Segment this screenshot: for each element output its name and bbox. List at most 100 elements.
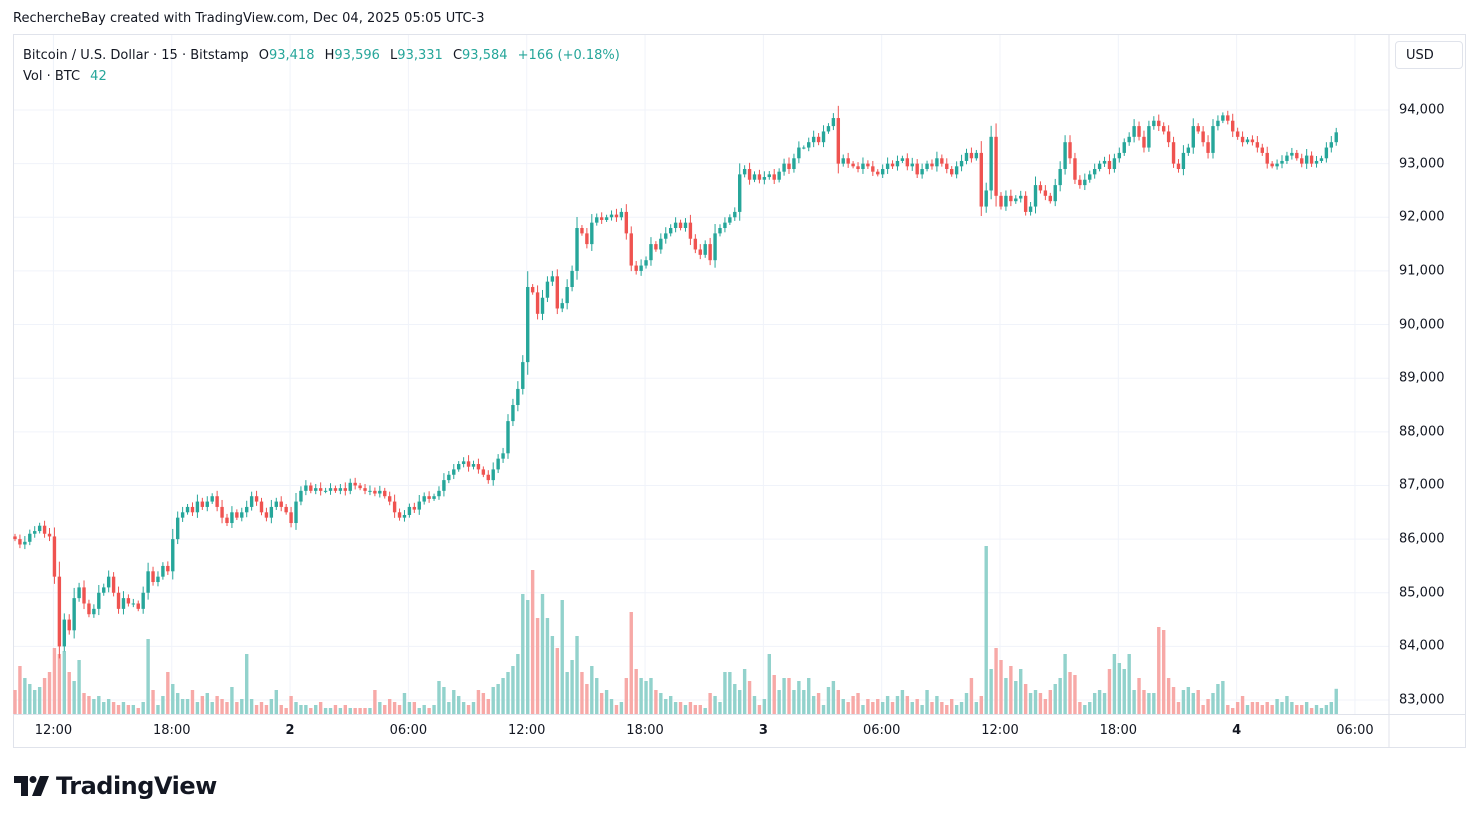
candle-body <box>1043 190 1048 196</box>
volume-bar <box>1235 702 1240 714</box>
volume-bar <box>629 612 633 714</box>
candle-body <box>807 142 811 148</box>
candle-body <box>323 490 328 492</box>
volume-bar <box>348 708 352 714</box>
volume-bar <box>945 705 949 714</box>
candle-body <box>516 388 520 406</box>
price-tick-label: 92,000 <box>1399 209 1445 225</box>
candle-body <box>545 281 550 298</box>
candle-body <box>171 539 175 572</box>
candle-body <box>1048 195 1052 202</box>
candle-body <box>521 362 525 389</box>
candle-body <box>846 158 850 164</box>
candle-body <box>728 217 732 223</box>
candle-body <box>417 501 421 510</box>
volume-bar <box>1028 693 1033 714</box>
volume-bar <box>289 696 293 714</box>
candle-body <box>230 512 234 524</box>
candle-body <box>249 496 254 507</box>
candle-body <box>767 174 771 178</box>
candle-body <box>1078 179 1082 186</box>
volume-bar <box>688 702 693 714</box>
volume-bar <box>146 639 150 714</box>
candle-body <box>920 169 924 175</box>
candle-body <box>1285 155 1289 161</box>
candle-body <box>284 506 288 513</box>
volume-bar <box>570 660 574 714</box>
candle-body <box>378 490 382 494</box>
candle-body <box>935 158 939 167</box>
currency-button[interactable]: USD <box>1395 41 1463 69</box>
volume-bar <box>1314 705 1319 714</box>
volume-bar <box>1107 669 1112 714</box>
volume-bar <box>1280 702 1284 714</box>
volume-bar <box>521 594 525 714</box>
volume-bar <box>1058 678 1062 714</box>
volume-bar <box>718 702 722 714</box>
candle-body <box>580 228 584 234</box>
volume-bar <box>1132 690 1136 714</box>
candle-body <box>383 490 387 497</box>
volume-bar <box>585 684 589 714</box>
volume-bar <box>1166 678 1171 714</box>
volume-bar <box>309 708 313 714</box>
volume-bar <box>397 705 402 714</box>
candle-body <box>1201 131 1205 143</box>
candle-body <box>1073 158 1077 180</box>
candle-body <box>506 421 510 454</box>
candle-body <box>106 576 111 588</box>
candle-body <box>136 603 140 609</box>
volume-bar <box>1196 690 1200 714</box>
price-tick-label: 91,000 <box>1399 263 1445 279</box>
volume-bar <box>511 666 515 714</box>
candle-body <box>259 501 264 513</box>
volume-bar <box>747 681 752 714</box>
price-tick-label: 86,000 <box>1399 531 1445 547</box>
candle-body <box>1083 179 1087 186</box>
volume-label[interactable]: Vol · BTC <box>23 69 81 84</box>
candle-body <box>432 496 436 499</box>
time-tick-label: 12:00 <box>507 723 546 738</box>
candle-body <box>624 211 629 234</box>
volume-bar <box>1300 705 1304 714</box>
volume-bar <box>72 681 76 714</box>
volume-bar <box>47 672 52 714</box>
volume-bar <box>787 678 791 714</box>
candle-body <box>1157 120 1161 127</box>
volume-bar <box>1221 681 1225 714</box>
candle-body <box>1196 126 1200 132</box>
candle-body <box>1176 163 1181 170</box>
candle-body <box>599 217 604 220</box>
volume-bar <box>67 672 71 714</box>
volume-bar <box>402 693 407 714</box>
candle-body <box>190 506 195 513</box>
candle-body <box>87 603 91 615</box>
volume-bar <box>1285 696 1289 714</box>
volume-bar <box>175 693 180 714</box>
volume-bar <box>264 705 269 714</box>
candle-body <box>235 512 239 518</box>
candle-body <box>151 571 155 583</box>
low-value: 93,331 <box>397 48 443 63</box>
volume-bar <box>1122 669 1126 714</box>
volume-bar <box>1004 678 1008 714</box>
candle-body <box>940 158 944 164</box>
tradingview-logo[interactable]: TradingView <box>14 772 217 800</box>
candle-body <box>274 501 278 507</box>
price-tick-label: 94,000 <box>1399 102 1445 118</box>
candle-body <box>757 174 762 180</box>
volume-bar <box>373 690 377 714</box>
volume-bar <box>432 705 436 714</box>
volume-bar <box>969 678 974 714</box>
volume-bar <box>461 702 466 714</box>
volume-bar <box>575 636 579 714</box>
volume-bar <box>13 690 17 714</box>
volume-bar <box>540 594 545 714</box>
volume-bar <box>905 696 910 714</box>
volume-bar <box>1211 693 1215 714</box>
volume-bar <box>314 705 318 714</box>
candle-body <box>1260 147 1264 153</box>
symbol-title[interactable]: Bitcoin / U.S. Dollar · 15 · Bitstamp <box>23 48 249 63</box>
volume-bar <box>378 702 382 714</box>
